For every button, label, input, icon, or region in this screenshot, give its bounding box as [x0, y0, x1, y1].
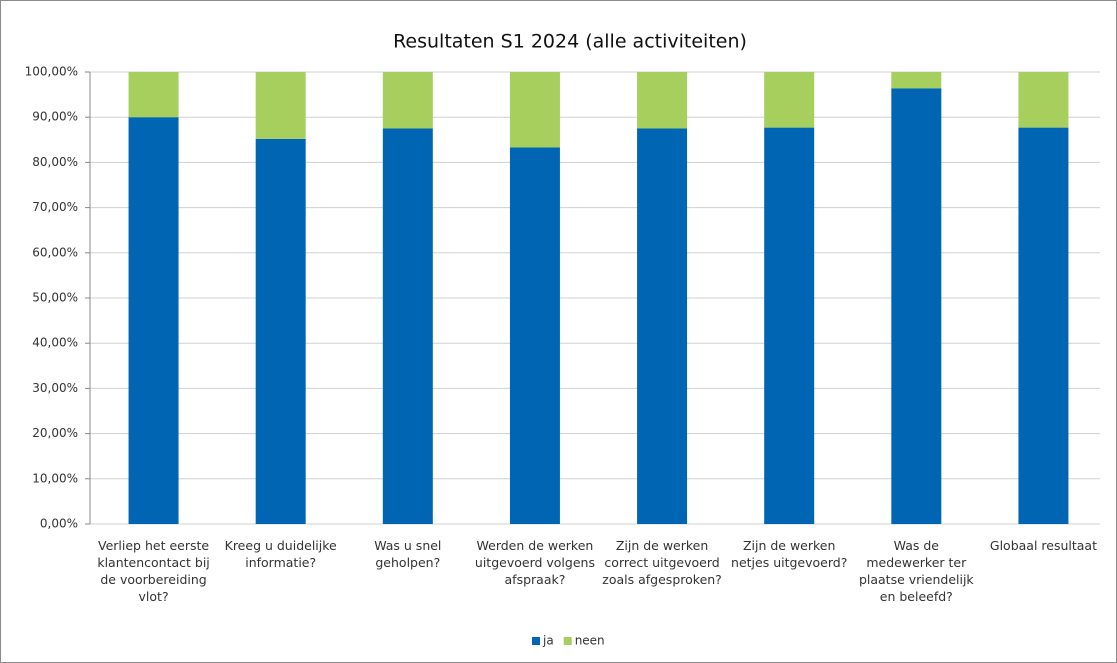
x-tick-label: Was u snel geholpen? — [374, 538, 442, 570]
bar-segment — [128, 72, 179, 118]
y-tick-label: 80,00% — [32, 155, 78, 169]
bar-segment — [637, 128, 688, 524]
bar-segment — [1018, 72, 1069, 128]
y-tick-label: 20,00% — [32, 426, 78, 440]
y-tick-label: 50,00% — [32, 291, 78, 305]
x-tick-label: Kreeg u duidelijke informatie? — [224, 538, 337, 570]
y-tick-label: 30,00% — [32, 381, 78, 395]
x-tick-label: Verliep het eerste klantencontact bij de… — [97, 538, 210, 604]
legend-swatch — [563, 637, 572, 645]
x-tick-label: Zijn de werken netjes uitgevoerd? — [731, 538, 848, 570]
x-tick-label: Globaal resultaat — [989, 538, 1097, 553]
chart-title: Resultaten S1 2024 (alle activiteiten) — [393, 31, 747, 53]
y-tick-label: 40,00% — [32, 336, 78, 350]
legend-label: ja — [542, 634, 554, 648]
bar-segment — [509, 72, 560, 148]
bar-segment — [128, 117, 179, 524]
y-tick-label: 100,00% — [25, 65, 78, 79]
bar-segment — [1018, 127, 1069, 524]
y-tick-label: 0,00% — [40, 517, 78, 531]
y-tick-label: 60,00% — [32, 245, 78, 259]
bar-segment — [255, 72, 306, 139]
legend-swatch — [532, 637, 540, 645]
bar-segment — [382, 128, 433, 524]
legend-label: neen — [575, 634, 605, 648]
y-tick-label: 90,00% — [32, 110, 78, 124]
bar-segment — [764, 127, 815, 524]
bar-segment — [255, 138, 306, 524]
x-tick-label: Was de medewerker ter plaatse vriendelij… — [858, 538, 974, 604]
bar-segment — [509, 147, 560, 524]
bar-segment — [382, 72, 433, 129]
bar-segment — [891, 88, 942, 524]
y-tick-label: 70,00% — [32, 200, 78, 214]
x-tick-label: Werden de werken uitgevoerd volgens afsp… — [474, 538, 595, 587]
bar-segment — [637, 72, 688, 129]
bar-segment — [891, 72, 942, 89]
x-tick-label: Zijn de werken correct uitgevoerd zoals … — [602, 538, 722, 587]
y-tick-label: 10,00% — [32, 471, 78, 485]
bar-segment — [764, 72, 815, 128]
